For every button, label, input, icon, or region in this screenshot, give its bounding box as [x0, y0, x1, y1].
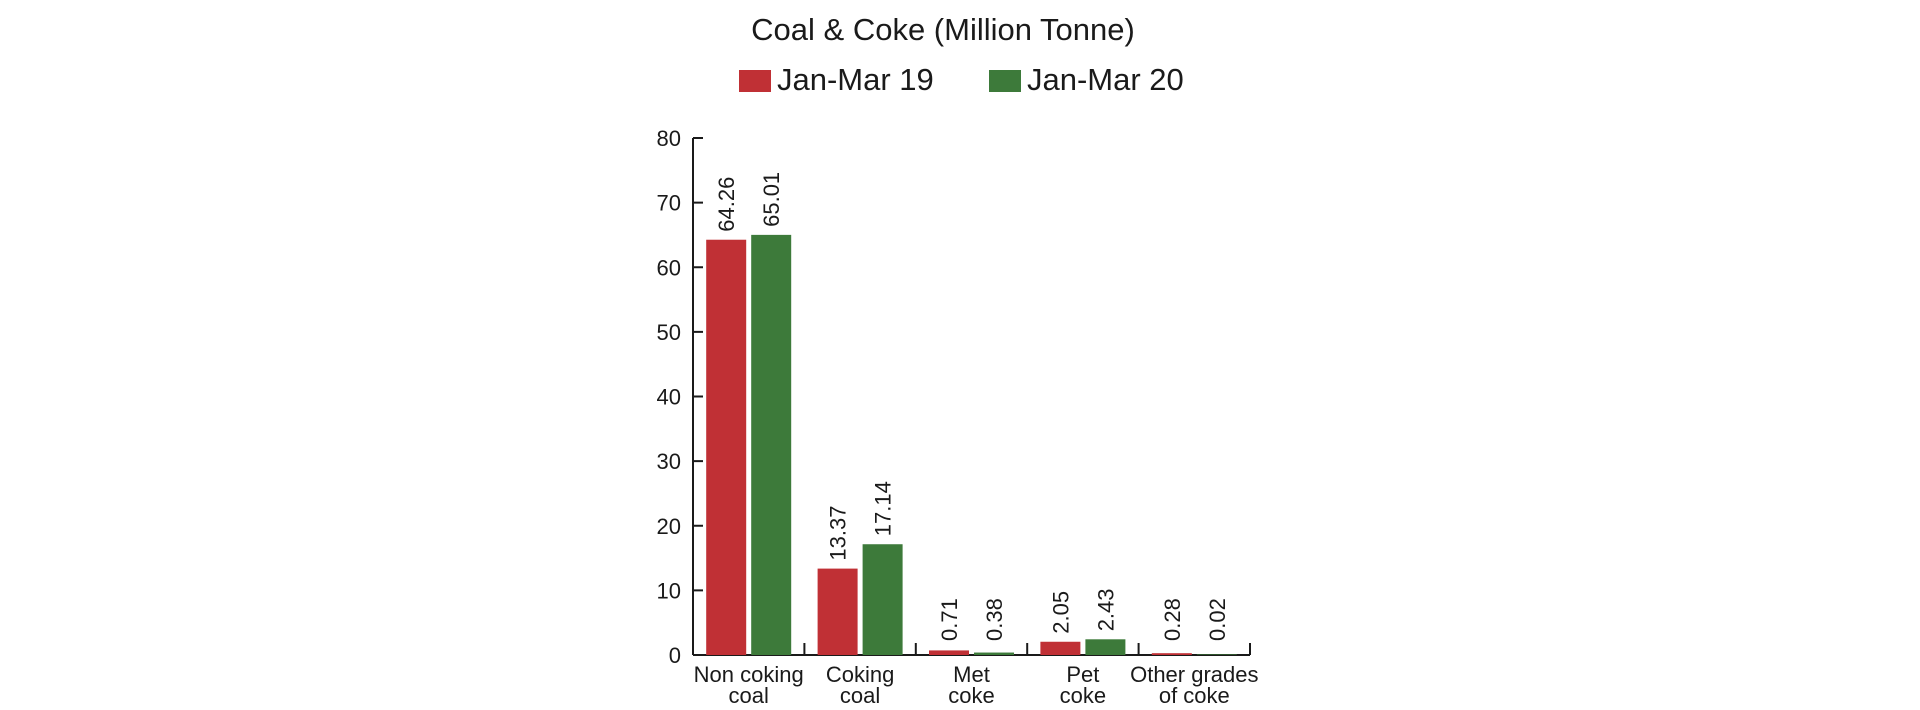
- x-category-label-line: Other grades: [1130, 662, 1258, 687]
- bar: [1085, 639, 1126, 655]
- data-label: 0.71: [937, 598, 962, 641]
- y-tick-label: 0: [669, 643, 681, 668]
- legend-swatch: [989, 70, 1021, 92]
- legend-label: Jan-Mar 19: [777, 62, 934, 97]
- x-category-label-line: coke: [1060, 683, 1106, 708]
- y-tick-label: 60: [657, 255, 681, 280]
- y-tick-label: 80: [657, 126, 681, 151]
- y-tick-label: 50: [657, 320, 681, 345]
- bar: [929, 650, 969, 655]
- y-tick-label: 40: [657, 385, 681, 410]
- data-label: 13.37: [826, 506, 851, 561]
- x-category-label: Other grades of coke: [1130, 662, 1258, 708]
- bar: [862, 544, 903, 655]
- x-category-label-line: Non coking: [694, 662, 804, 687]
- legend-label: Jan-Mar 20: [1027, 62, 1184, 97]
- x-category-label: Coking coal: [826, 662, 894, 708]
- y-tick-label: 20: [657, 514, 681, 539]
- bar: [1151, 653, 1192, 655]
- x-category-label-line: coal: [840, 683, 880, 708]
- x-category-label-line: coke: [948, 683, 994, 708]
- data-label: 0.02: [1205, 598, 1230, 641]
- bar: [1196, 654, 1237, 655]
- data-label: 65.01: [759, 172, 784, 227]
- data-labels: 64.26 13.37 0.71 2.05 0.28 65.01 17.14 0.38 2.43…: [714, 172, 1230, 641]
- data-label: 17.14: [871, 481, 896, 536]
- data-label: 0.38: [982, 598, 1007, 641]
- y-tick-label: 10: [657, 578, 681, 603]
- x-category-label: Met coke: [948, 662, 994, 708]
- bar: [817, 568, 858, 655]
- bars: [706, 234, 1237, 656]
- x-category-label-line: Coking: [826, 662, 894, 687]
- chart-title: Coal & Coke (Million Tonne): [751, 12, 1135, 47]
- bar: [974, 652, 1014, 655]
- legend-swatch: [739, 70, 771, 92]
- legend-item: Jan-Mar 20: [989, 62, 1184, 97]
- x-category-label: Pet coke: [1060, 662, 1106, 708]
- bar: [751, 234, 792, 656]
- data-label: 64.26: [714, 177, 739, 232]
- x-category-label: Non coking coal: [694, 662, 804, 708]
- y-tick-label: 70: [657, 191, 681, 216]
- data-label: 2.05: [1048, 591, 1073, 634]
- legend: Jan-Mar 19 Jan-Mar 20: [739, 62, 1184, 97]
- data-label: 0.28: [1160, 598, 1185, 641]
- x-category-label-line: coal: [729, 683, 769, 708]
- data-label: 2.43: [1093, 588, 1118, 631]
- bar: [1040, 641, 1081, 655]
- y-tick-label: 30: [657, 449, 681, 474]
- x-category-label-line: of coke: [1159, 683, 1230, 708]
- y-axis: 0 10 20 30 40 50 60 70 80: [657, 126, 703, 668]
- legend-item: Jan-Mar 19: [739, 62, 934, 97]
- x-category-label-line: Pet: [1066, 662, 1099, 687]
- bar: [706, 239, 747, 655]
- x-category-label-line: Met: [953, 662, 990, 687]
